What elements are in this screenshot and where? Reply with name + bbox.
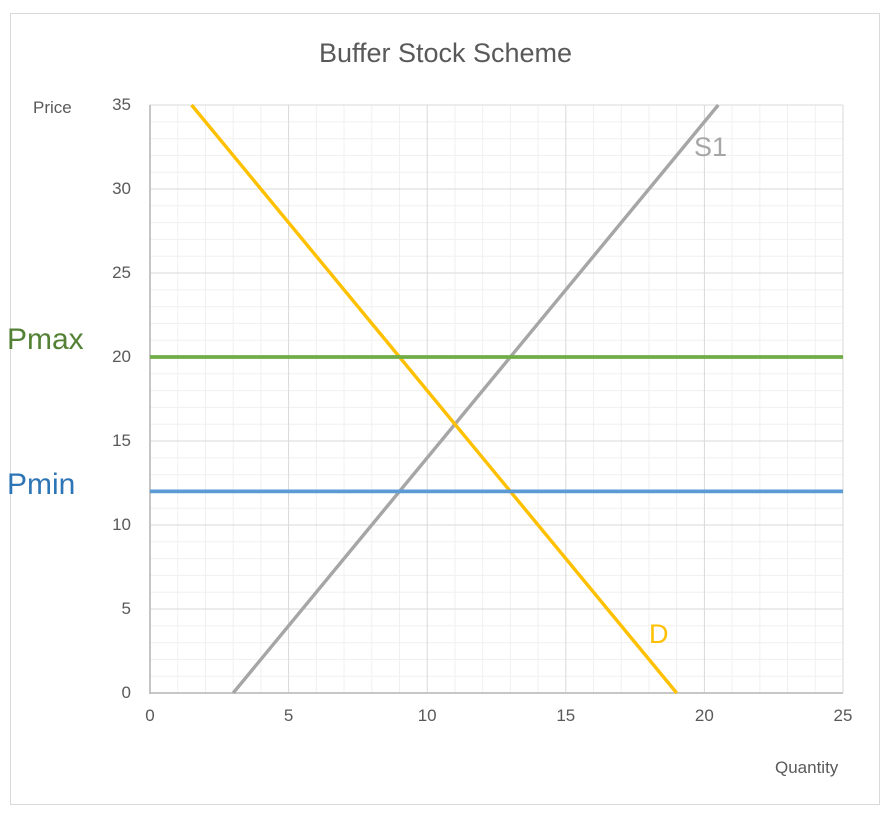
y-tick-label: 25 xyxy=(112,263,131,282)
pmin-annotation: Pmin xyxy=(7,468,76,501)
y-tick-label: 20 xyxy=(112,347,131,366)
x-tick-label: 15 xyxy=(556,706,576,725)
y-axis-title: Price xyxy=(33,98,72,117)
x-tick-label: 10 xyxy=(417,706,437,725)
x-tick-label: 25 xyxy=(833,706,853,725)
y-tick-label: 5 xyxy=(121,599,131,618)
y-tick-label: 10 xyxy=(112,515,131,534)
x-axis-title: Quantity xyxy=(775,758,839,777)
y-tick-label: 0 xyxy=(121,683,131,702)
y-tick-label: 35 xyxy=(112,95,131,114)
supply-series-label: S1 xyxy=(694,132,728,162)
chart-title: Buffer Stock Scheme xyxy=(318,38,573,68)
x-tick-label: 0 xyxy=(145,706,155,725)
demand-series-label: D xyxy=(649,619,669,649)
y-tick-label: 30 xyxy=(112,179,131,198)
series-line-d xyxy=(190,103,678,695)
x-tick-label: 5 xyxy=(283,706,294,725)
series-line-s1 xyxy=(231,103,720,695)
pmax-annotation: Pmax xyxy=(7,323,84,356)
y-tick-label: 15 xyxy=(112,431,131,450)
x-tick-label: 20 xyxy=(694,706,714,725)
